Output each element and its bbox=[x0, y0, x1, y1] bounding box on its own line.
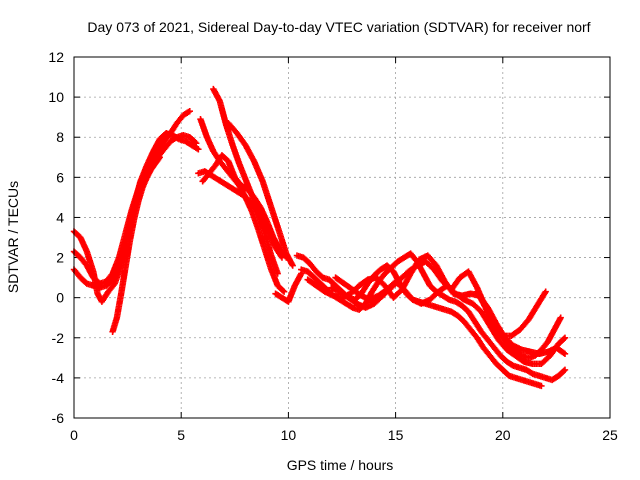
y-tick-label: 6 bbox=[56, 169, 64, 185]
data-point-marker bbox=[185, 108, 192, 116]
y-tick-label: -4 bbox=[52, 370, 65, 386]
series-track-16 bbox=[473, 288, 564, 362]
y-tick-label: -6 bbox=[52, 410, 65, 426]
series-track-15 bbox=[332, 274, 569, 368]
data-point-marker bbox=[191, 139, 199, 146]
data-point-marker bbox=[560, 367, 568, 375]
data-point-marker bbox=[193, 145, 201, 152]
data-point-marker bbox=[289, 262, 296, 269]
x-tick-label: 25 bbox=[602, 427, 618, 443]
data-point-marker bbox=[557, 314, 564, 321]
y-tick-label: 12 bbox=[48, 49, 64, 65]
chart-title: Day 073 of 2021, Sidereal Day-to-day VTE… bbox=[87, 19, 590, 35]
data-point-marker bbox=[195, 146, 202, 153]
series-track-10 bbox=[272, 270, 305, 305]
data-point-marker bbox=[193, 140, 200, 147]
series-track-12 bbox=[298, 250, 569, 384]
x-tick-label: 0 bbox=[70, 427, 78, 443]
data-point-marker bbox=[156, 154, 163, 161]
x-tick-label: 5 bbox=[177, 427, 185, 443]
y-axis-label: SDTVAR / TECUs bbox=[5, 181, 21, 293]
data-point-marker bbox=[542, 288, 549, 295]
plot-area bbox=[70, 85, 569, 390]
y-tick-label: 10 bbox=[48, 89, 64, 105]
data-point-marker bbox=[280, 288, 288, 295]
series-track-4 bbox=[109, 154, 163, 335]
y-tick-label: 4 bbox=[56, 209, 64, 225]
y-tick-label: 0 bbox=[56, 290, 64, 306]
data-point-marker bbox=[561, 366, 569, 374]
data-point-marker bbox=[561, 350, 569, 358]
data-point-marker bbox=[560, 335, 568, 342]
data-point-marker bbox=[279, 287, 287, 294]
y-tick-label: 8 bbox=[56, 129, 64, 145]
data-point-marker bbox=[538, 382, 545, 390]
tick-labels: 0 5 10 15 20 25 -6 -4 -2 0 2 4 6 8 10 12 bbox=[48, 49, 618, 443]
data-point-marker bbox=[155, 155, 163, 162]
x-tick-label: 15 bbox=[388, 427, 404, 443]
series-track-8 bbox=[197, 115, 288, 295]
plot-frame bbox=[73, 56, 611, 419]
series-track-9 bbox=[225, 119, 296, 269]
x-tick-label: 10 bbox=[281, 427, 297, 443]
x-tick-label: 20 bbox=[495, 427, 511, 443]
y-tick-label: -2 bbox=[52, 330, 65, 346]
data-point-marker bbox=[561, 334, 569, 341]
data-point-marker bbox=[186, 107, 193, 115]
x-axis-label: GPS time / hours bbox=[287, 457, 394, 473]
y-tick-label: 2 bbox=[56, 250, 64, 266]
data-point-marker bbox=[560, 349, 567, 357]
